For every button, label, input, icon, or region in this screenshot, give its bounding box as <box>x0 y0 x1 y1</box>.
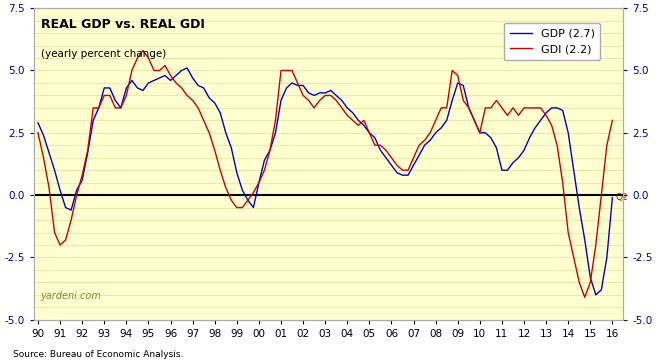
GDI (2.2) <box>39 156 47 160</box>
GDP (2.7) <box>288 81 296 85</box>
GDP (2.7) <box>112 98 120 103</box>
GDP (2.7) <box>260 158 268 162</box>
GDP (2.7) <box>34 121 42 125</box>
Text: yardeni.com: yardeni.com <box>41 291 102 301</box>
GDI (2.2) <box>459 98 467 103</box>
Line: GDP (2.7): GDP (2.7) <box>38 68 612 295</box>
GDI (2.2) <box>34 131 42 135</box>
GDP (2.7) <box>39 133 47 138</box>
GDP (2.7) <box>459 83 467 88</box>
Text: Q2: Q2 <box>616 193 628 202</box>
Text: (yearly percent change): (yearly percent change) <box>41 49 166 59</box>
GDI (2.2) <box>112 106 120 110</box>
GDI (2.2) <box>288 68 296 73</box>
GDP (2.7) <box>183 66 191 70</box>
GDI (2.2) <box>454 73 462 78</box>
GDP (2.7) <box>608 195 616 200</box>
GDP (2.7) <box>454 81 462 85</box>
GDI (2.2) <box>139 48 147 53</box>
GDP (2.7) <box>592 293 600 297</box>
GDI (2.2) <box>581 295 589 300</box>
Text: REAL GDP vs. REAL GDI: REAL GDP vs. REAL GDI <box>41 18 204 31</box>
Legend: GDP (2.7), GDI (2.2): GDP (2.7), GDI (2.2) <box>504 23 600 60</box>
GDI (2.2) <box>260 168 268 172</box>
GDI (2.2) <box>608 118 616 122</box>
Text: Source: Bureau of Economic Analysis.: Source: Bureau of Economic Analysis. <box>13 351 183 360</box>
Line: GDI (2.2): GDI (2.2) <box>38 51 612 297</box>
